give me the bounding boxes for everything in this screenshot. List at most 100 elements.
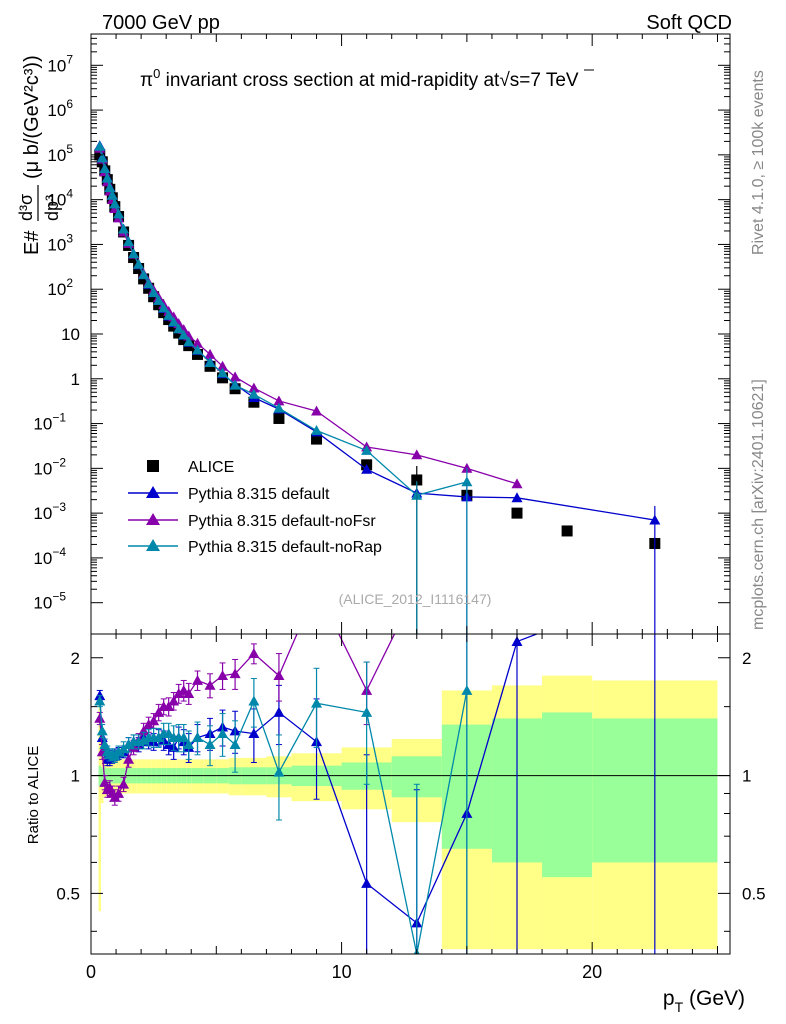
ratio-panel-marks: [94, 583, 656, 954]
ratio-point-2: [183, 739, 195, 749]
ratio-point-1: [143, 719, 155, 729]
mc-point-3: [133, 258, 145, 269]
mc-point-2: [311, 405, 323, 416]
ratio-point-1: [192, 674, 203, 685]
alice-point: [311, 433, 323, 445]
header-category: Soft QCD: [646, 12, 732, 34]
main-ytick-label: 106: [47, 97, 73, 120]
mc-point-3: [113, 208, 125, 219]
mc-point-1: [361, 463, 373, 474]
bands-clip-group: [98, 675, 718, 950]
mc-point-3: [163, 309, 175, 320]
main-ytick-label: 10−4: [33, 545, 66, 568]
ylabel-denominator: dp³: [42, 195, 62, 221]
ratio-point-1: [148, 715, 160, 726]
ratio-ytick-label: 2: [71, 649, 80, 668]
legend-label-alice: ALICE: [188, 459, 234, 476]
ratio-point-2: [94, 695, 106, 706]
ylabel-numerator: d³σ: [16, 194, 36, 221]
ratio-point-1: [113, 787, 125, 798]
xlabel-units: (GeV): [683, 987, 745, 1010]
band-green: [542, 712, 593, 878]
mc-point-3: [123, 236, 135, 247]
ratio-point-1: [163, 701, 175, 712]
mc-point-3: [128, 248, 140, 259]
legend-marker-default: [146, 486, 160, 498]
ratio-point-1: [183, 688, 195, 698]
ratio-point-0: [248, 728, 260, 739]
analysis-watermark: (ALICE_2012_I1116147): [339, 591, 492, 607]
main-ytick-label: 103: [47, 231, 73, 254]
alice-point: [248, 396, 260, 408]
mc-point-3: [173, 323, 185, 334]
ratio-point-2: [229, 739, 241, 749]
ratio-ytick-label-right: 1: [742, 767, 751, 786]
ratio-panel-axes: 0.5 0.51 12 20 10 20: [56, 634, 766, 982]
mc-point-3: [217, 367, 229, 378]
mc-point-3: [183, 336, 195, 347]
main-ytick-label: 105: [47, 142, 73, 165]
ratio-point-2: [96, 725, 108, 736]
ratio-point-2: [204, 739, 216, 749]
mc-point-3: [361, 445, 373, 455]
legend-marker-norap: [146, 539, 160, 551]
ratio-point-2: [163, 728, 175, 739]
mc-point-3: [168, 316, 180, 327]
main-panel-axes: 10−5 10−4 10−3 10−2 10−1 1 10 102 103 104 105 106 10…: [33, 33, 730, 634]
ratio-point-1: [138, 725, 150, 736]
mc-point-1: [511, 492, 523, 503]
mc-point-3: [229, 379, 241, 390]
mc-point-2: [511, 478, 523, 489]
title-mid: invariant cross section at mid-rapidity …: [160, 70, 500, 91]
mc-point-3: [101, 172, 113, 183]
ratio-point-0: [511, 636, 523, 646]
mc-point-3: [192, 344, 203, 355]
ratio-uncertainty-bands: [91, 675, 730, 950]
x-tick-label: 0: [86, 962, 96, 982]
xlabel-sub: T: [675, 999, 684, 1015]
chart-title: π0 invariant cross section at mid-rapidi…: [140, 66, 579, 91]
ratio-point-1: [173, 688, 185, 698]
main-ytick-label: 107: [47, 52, 73, 75]
legend-marker-alice: [147, 460, 159, 472]
mc-point-3: [248, 388, 260, 399]
ratio-point-1: [311, 583, 322, 593]
ylabel-E: E#: [21, 230, 43, 255]
mc-point-3: [94, 140, 106, 151]
main-ytick-label: 102: [47, 276, 73, 299]
ratio-ytick-label-right: 2: [742, 649, 751, 668]
band-yellow: [98, 701, 102, 912]
ratio-point-0: [94, 690, 106, 701]
ratio-point-2: [113, 746, 125, 757]
xlabel-p: p: [663, 987, 675, 1010]
legend: ALICE Pythia 8.315 default Pythia 8.315 …: [128, 459, 382, 556]
ratio-ytick-label: 0.5: [56, 884, 80, 903]
main-ytick-label: 1: [71, 370, 80, 389]
ratio-point-1: [248, 648, 260, 658]
mc-point-2: [461, 462, 473, 473]
title-pi: π: [140, 70, 153, 91]
mc-point-2: [192, 337, 203, 348]
ratio-point-1: [118, 778, 130, 789]
ratio-point-1: [217, 670, 229, 681]
main-ytick-label: 10: [61, 325, 80, 344]
legend-label-default: Pythia 8.315 default: [188, 486, 330, 503]
title-sup: 0: [153, 66, 160, 81]
legend-marker-nofsr: [146, 513, 160, 525]
ratio-point-0: [273, 706, 285, 717]
x-axis-label: pT (GeV): [663, 987, 745, 1015]
mcplots-label: mcplots.cern.ch [arXiv:2401.10621]: [750, 379, 767, 630]
mc-point-3: [158, 302, 170, 313]
mc-point-3: [148, 287, 160, 298]
ratio-ytick-label-right: 0.5: [742, 884, 766, 903]
mc-point-3: [153, 294, 165, 305]
ratio-panel-frame: [90, 633, 731, 955]
mc-point-2: [248, 382, 260, 393]
x-tick-label: 20: [582, 962, 602, 982]
legend-label-nofsr: Pythia 8.315 default-noFsr: [188, 513, 376, 530]
mc-point-3: [138, 269, 150, 280]
ratio-ytick-label: 1: [71, 767, 80, 786]
title-s: s=7 TeV: [510, 70, 579, 91]
x-tick-label: 10: [332, 962, 352, 982]
